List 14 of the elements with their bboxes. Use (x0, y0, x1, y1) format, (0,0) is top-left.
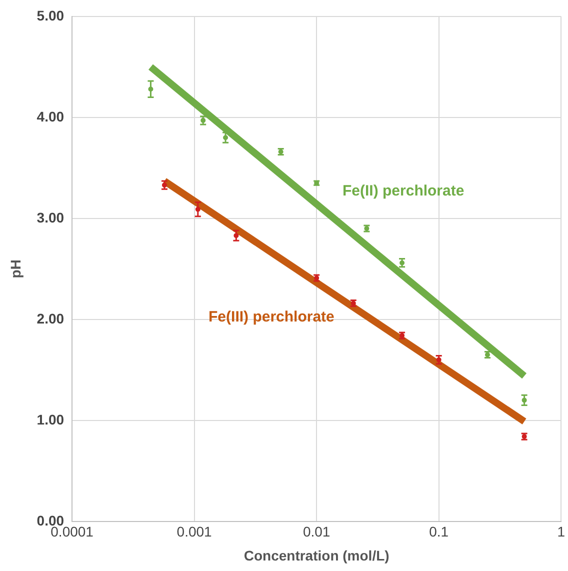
y-tick-label: 2.00 (36, 310, 64, 326)
x-tick-label: 1 (557, 524, 566, 540)
series-label: Fe(III) perchlorate (208, 308, 334, 326)
y-tick-label: 4.00 (36, 108, 64, 124)
y-tick-label: 1.00 (36, 411, 64, 428)
y-axis-title: pH (7, 260, 24, 278)
y-tick-label: 0.00 (36, 512, 64, 528)
x-tick-label: 0.001 (176, 524, 212, 540)
x-tick-label: 0.01 (302, 524, 330, 540)
x-axis-title: Concentration (mol/L) (244, 547, 390, 564)
y-tick-label: 3.00 (36, 209, 64, 226)
series-label: Fe(II) perchlorate (342, 182, 464, 200)
y-tick-label: 5.00 (36, 7, 64, 24)
x-tick-label: 0.1 (429, 524, 449, 540)
